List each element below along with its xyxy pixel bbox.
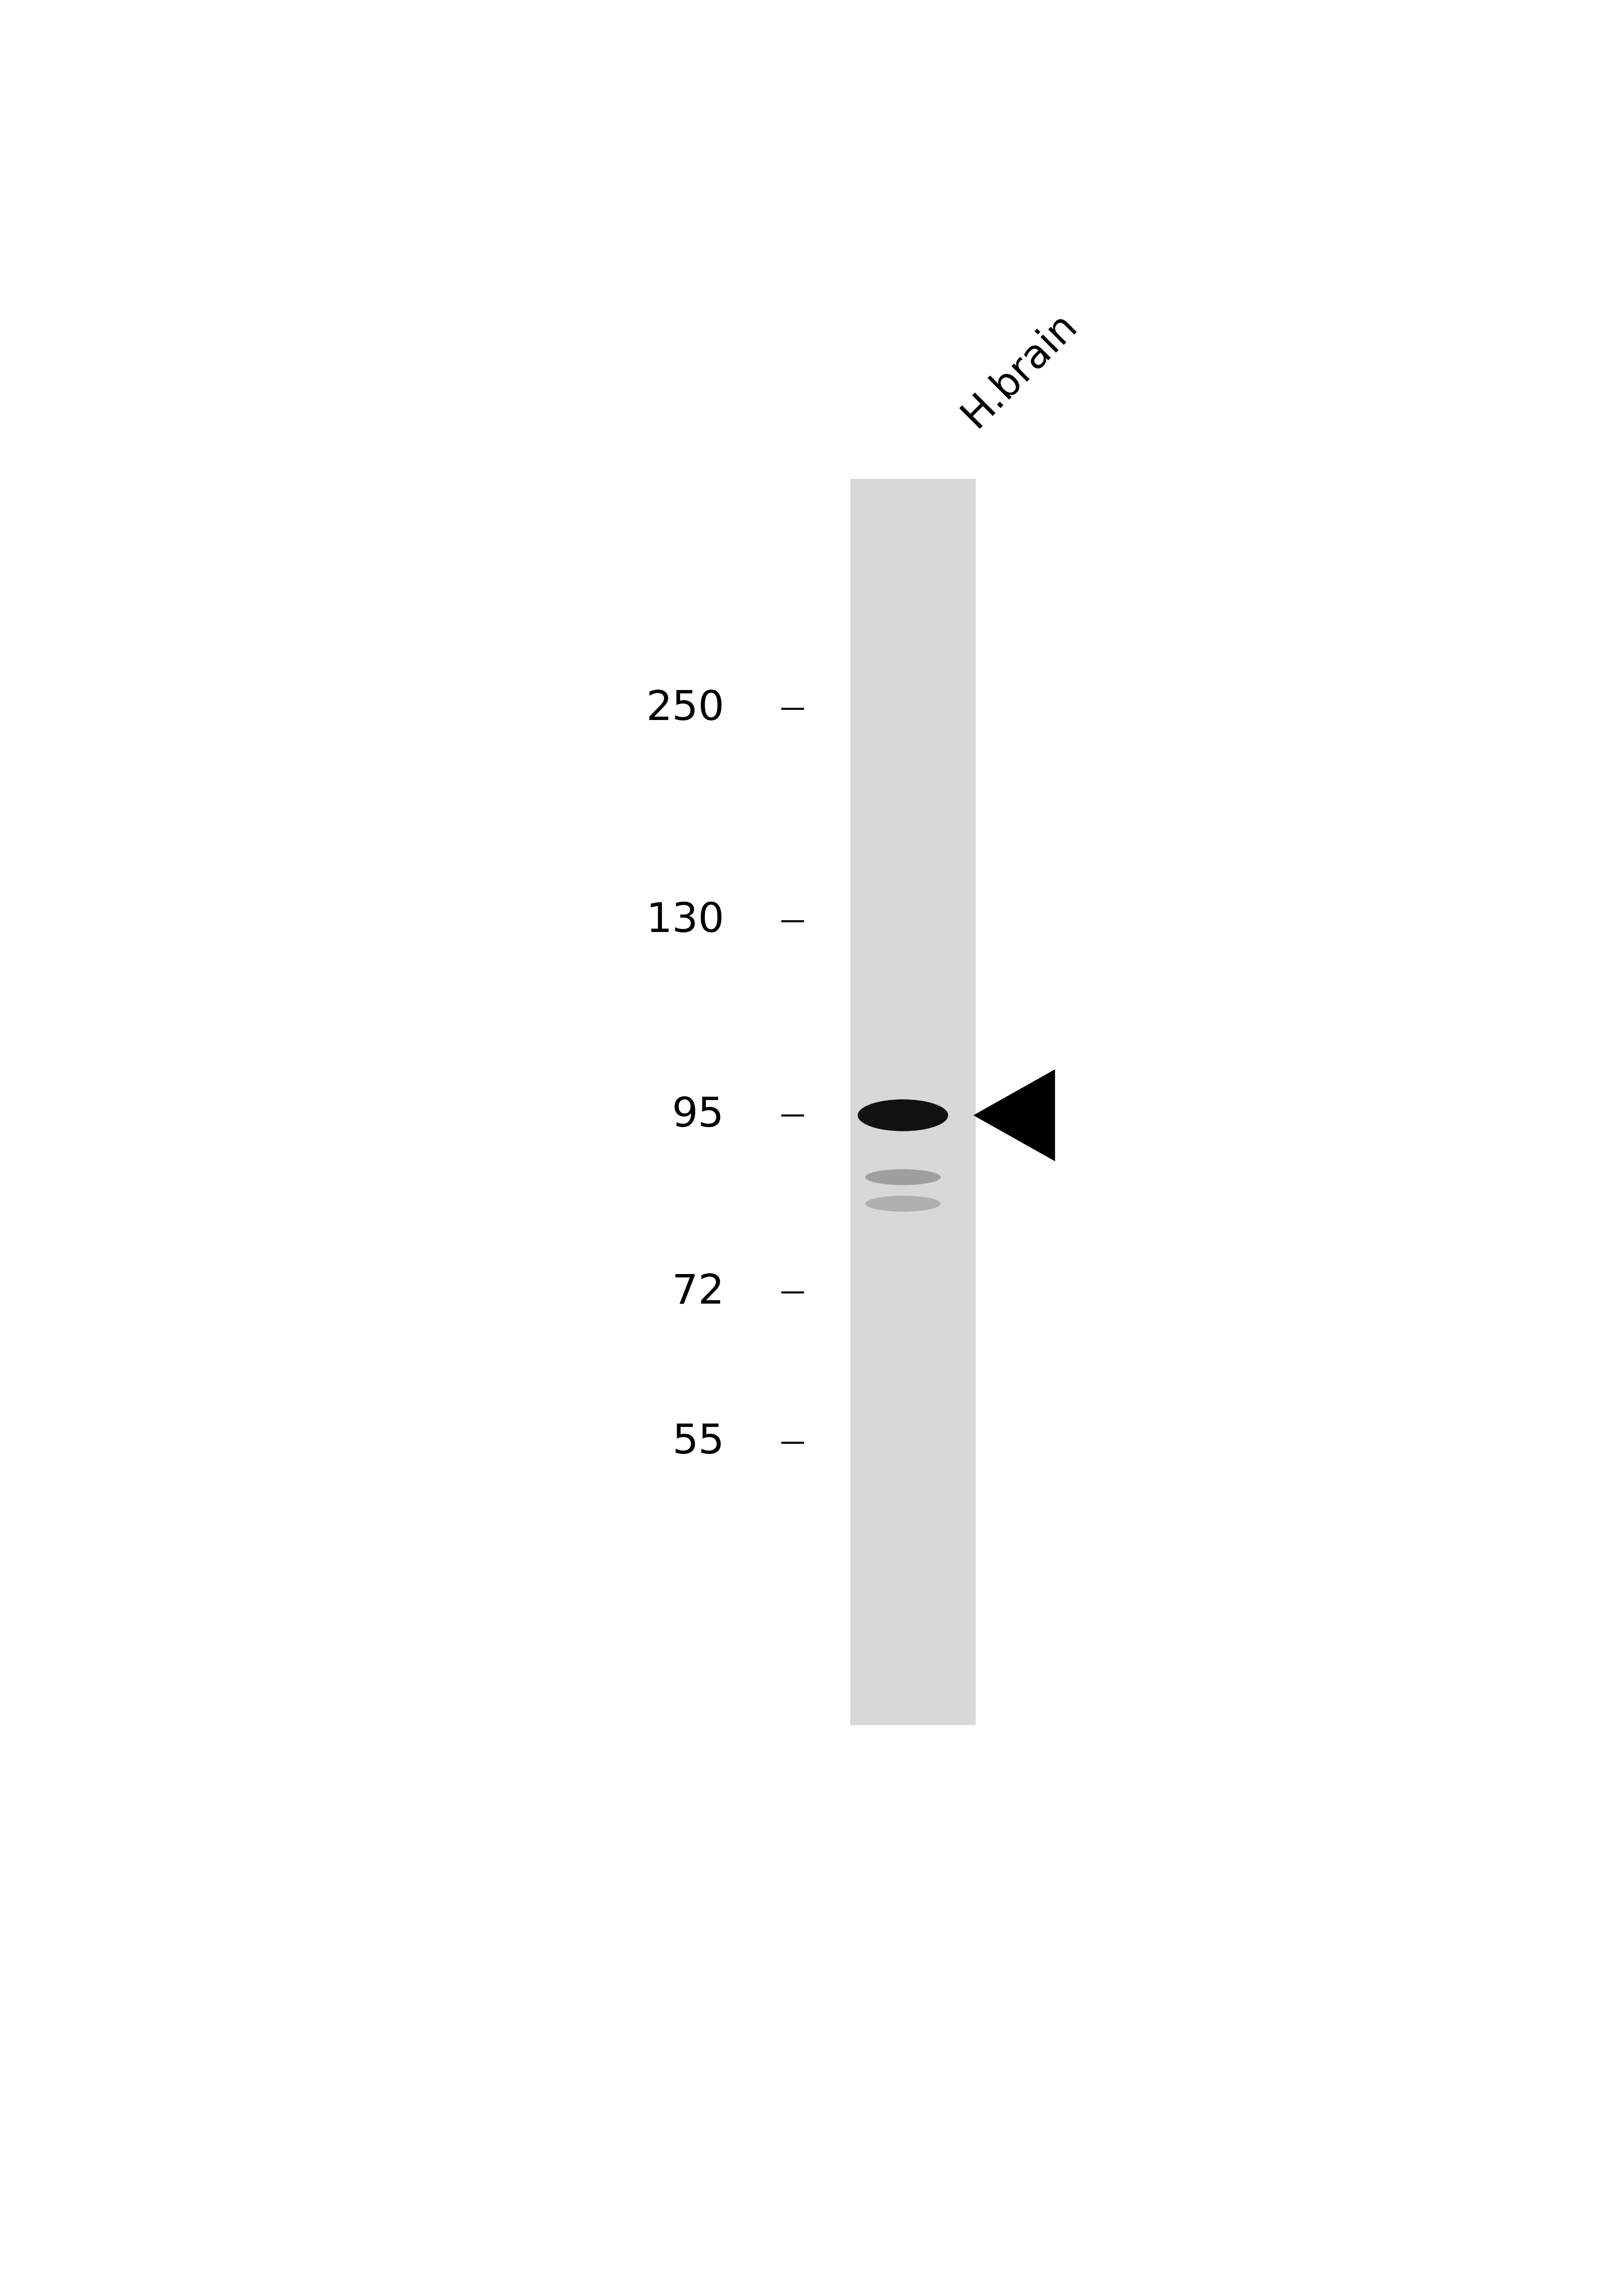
Polygon shape <box>973 1070 1054 1162</box>
Text: 55: 55 <box>672 1424 725 1463</box>
Text: H.brain: H.brain <box>955 305 1085 434</box>
Text: 130: 130 <box>646 900 725 941</box>
Ellipse shape <box>865 1196 941 1212</box>
Text: 95: 95 <box>672 1095 725 1134</box>
Text: 72: 72 <box>672 1272 725 1311</box>
Bar <box>850 480 976 1724</box>
Ellipse shape <box>858 1100 949 1132</box>
Text: 250: 250 <box>646 689 725 728</box>
Ellipse shape <box>865 1169 941 1185</box>
